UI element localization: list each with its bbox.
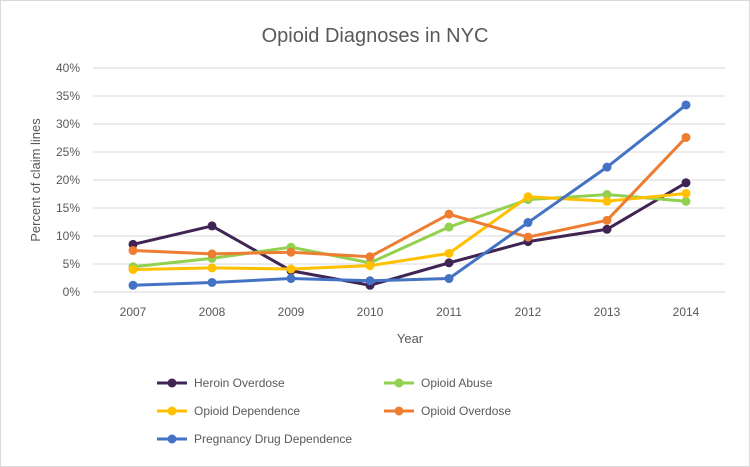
series-line <box>131 191 688 272</box>
data-point <box>523 192 533 202</box>
data-point <box>681 132 691 142</box>
x-tick-label: 2008 <box>199 305 226 319</box>
legend-item: Pregnancy Drug Dependence <box>157 432 352 446</box>
series-lines <box>128 100 691 290</box>
chart-title: Opioid Diagnoses in NYC <box>262 25 489 47</box>
data-point <box>444 274 454 284</box>
x-tick-label: 2012 <box>515 305 542 319</box>
series-line <box>131 103 688 287</box>
data-point <box>207 277 217 287</box>
data-point <box>365 261 375 271</box>
series-line <box>131 135 688 259</box>
x-tick-label: 2014 <box>673 305 700 319</box>
data-point <box>523 218 533 228</box>
legend-label: Opioid Overdose <box>421 404 511 418</box>
legend-label: Pregnancy Drug Dependence <box>194 432 352 446</box>
data-point <box>207 221 217 231</box>
data-point <box>365 252 375 262</box>
data-point <box>602 162 612 172</box>
gridlines <box>93 67 725 293</box>
legend-item: Opioid Dependence <box>157 404 300 418</box>
data-point <box>286 247 296 257</box>
data-point <box>128 239 138 249</box>
data-point <box>523 232 533 242</box>
data-point <box>681 188 691 198</box>
data-point <box>444 248 454 258</box>
data-point <box>286 274 296 284</box>
series-line <box>131 193 688 269</box>
data-point <box>128 246 138 256</box>
x-tick-label: 2011 <box>436 305 462 319</box>
legend-swatch-marker <box>167 434 177 444</box>
y-tick-label: 0% <box>63 285 81 299</box>
data-point <box>207 263 217 273</box>
data-point <box>207 249 217 259</box>
data-point <box>444 222 454 232</box>
legend-swatch-marker <box>167 378 177 388</box>
data-point <box>602 215 612 225</box>
data-point <box>128 265 138 275</box>
legend-label: Heroin Overdose <box>194 376 285 390</box>
data-point <box>602 190 612 200</box>
legend-item: Heroin Overdose <box>157 376 285 390</box>
data-point <box>365 276 375 286</box>
series-line <box>131 181 688 287</box>
data-point <box>602 196 612 206</box>
x-axis-label: Year <box>397 331 424 346</box>
data-point <box>681 196 691 206</box>
y-axis-ticks: 0% 5% 10% 15% 20% 25% 30% 35% 40% <box>56 61 80 299</box>
y-tick-label: 15% <box>56 201 80 215</box>
x-tick-label: 2009 <box>278 305 305 319</box>
y-tick-label: 40% <box>56 61 80 75</box>
y-tick-label: 20% <box>56 173 80 187</box>
legend-swatch-marker <box>394 406 404 416</box>
legend-label: Opioid Abuse <box>421 376 493 390</box>
x-tick-label: 2013 <box>594 305 621 319</box>
x-axis-ticks: 2007 2008 2009 2010 2011 2012 2013 2014 <box>120 305 700 319</box>
data-point <box>444 209 454 219</box>
data-point <box>602 224 612 234</box>
data-point <box>286 264 296 274</box>
y-tick-label: 25% <box>56 145 80 159</box>
legend-swatch-marker <box>394 378 404 388</box>
legend-item: Opioid Overdose <box>384 404 511 418</box>
legend-item: Opioid Abuse <box>384 376 493 390</box>
y-axis-label: Percent of claim lines <box>28 118 43 242</box>
data-point <box>444 258 454 268</box>
y-tick-label: 5% <box>63 257 81 271</box>
y-tick-label: 30% <box>56 117 80 131</box>
data-point <box>681 100 691 110</box>
data-point <box>681 178 691 188</box>
x-tick-label: 2007 <box>120 305 147 319</box>
legend: Heroin Overdose Opioid Abuse Opioid Depend… <box>157 376 511 446</box>
legend-swatch-marker <box>167 406 177 416</box>
x-tick-label: 2010 <box>357 305 384 319</box>
data-point <box>128 280 138 290</box>
y-tick-label: 10% <box>56 229 80 243</box>
legend-label: Opioid Dependence <box>194 404 300 418</box>
y-tick-label: 35% <box>56 89 80 103</box>
